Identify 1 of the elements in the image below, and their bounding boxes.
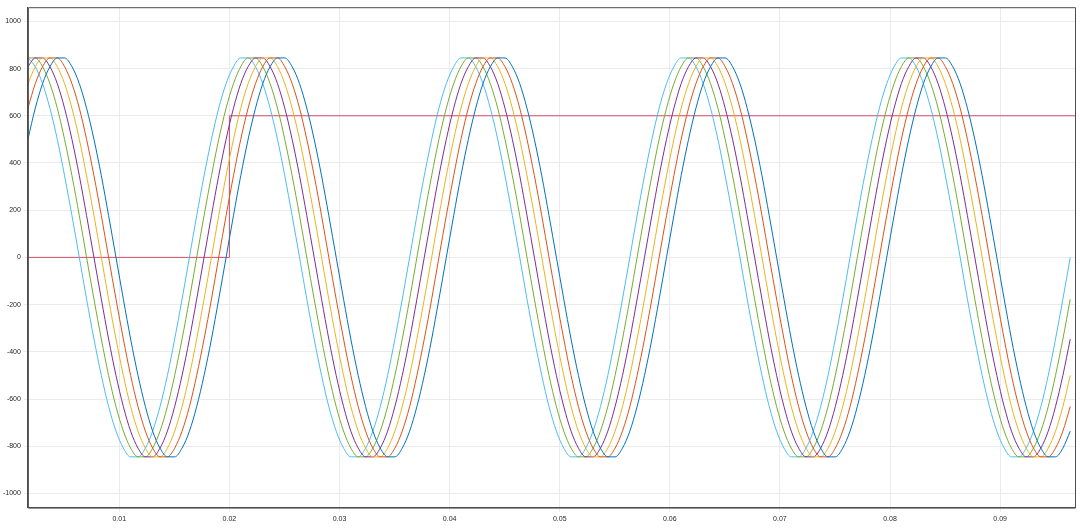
line-series <box>27 57 1071 458</box>
